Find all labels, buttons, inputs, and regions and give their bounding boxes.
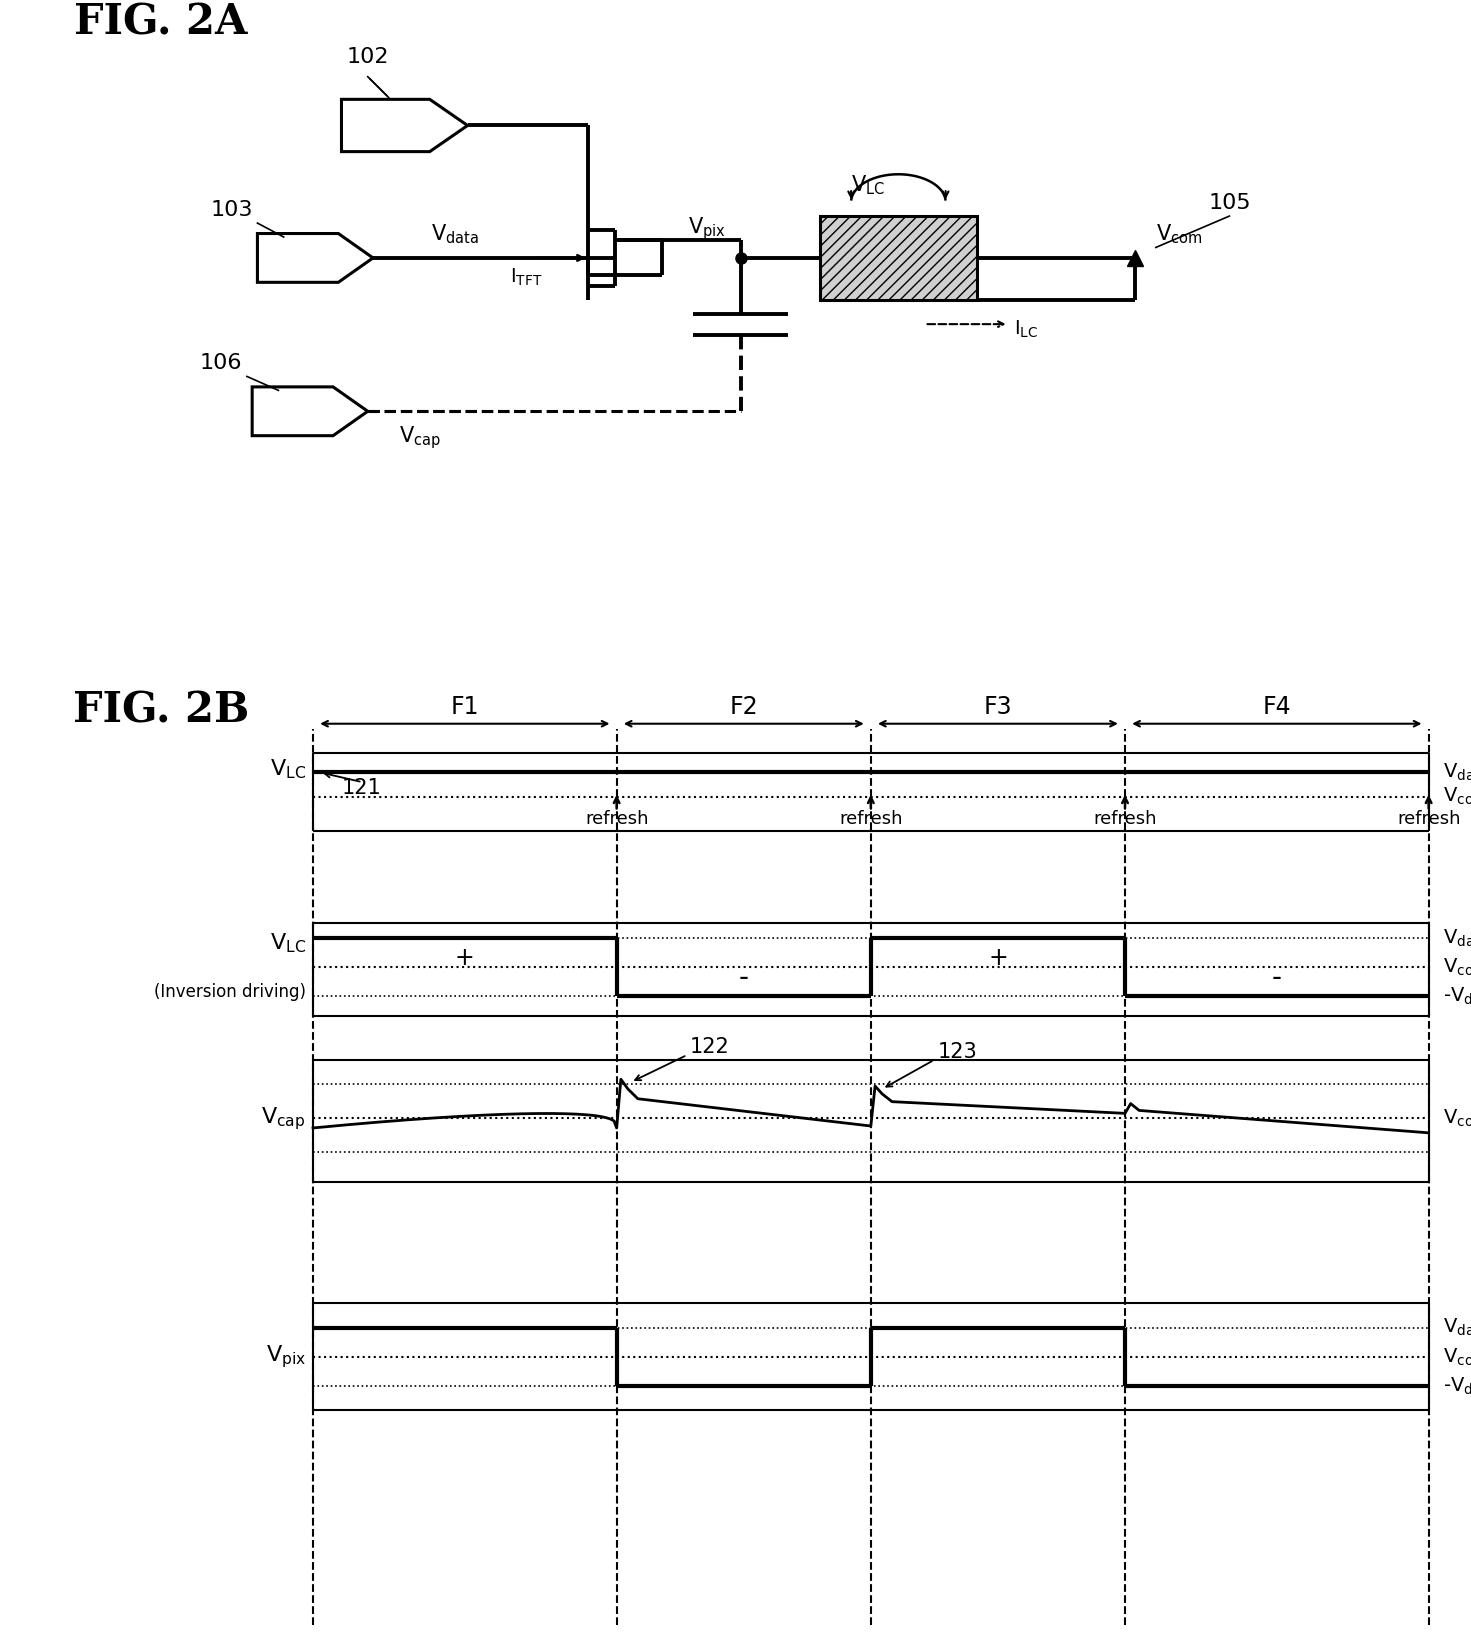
Text: 121: 121: [341, 778, 381, 797]
Text: V$_{\rm pix}$: V$_{\rm pix}$: [688, 215, 727, 243]
Text: V$_{\rm com}$: V$_{\rm com}$: [1443, 956, 1471, 977]
Text: (Inversion driving): (Inversion driving): [154, 982, 306, 1001]
Text: 103: 103: [210, 200, 253, 220]
Text: V$_{\rm com}$: V$_{\rm com}$: [1443, 1108, 1471, 1129]
Text: refresh: refresh: [838, 811, 903, 827]
Text: V$_{\rm LC}$: V$_{\rm LC}$: [269, 931, 306, 954]
Text: V$_{\rm LC}$: V$_{\rm LC}$: [269, 758, 306, 781]
Text: V$_{\rm cap}$: V$_{\rm cap}$: [262, 1105, 306, 1131]
Text: V$_{\rm LC}$: V$_{\rm LC}$: [852, 173, 886, 198]
Text: +: +: [989, 946, 1008, 969]
Text: FIG. 2B: FIG. 2B: [74, 690, 249, 731]
Bar: [819, 216, 977, 300]
Text: F2: F2: [730, 695, 758, 718]
Text: 123: 123: [937, 1042, 977, 1062]
Text: refresh: refresh: [1397, 811, 1461, 827]
Text: V$_{\rm data}$: V$_{\rm data}$: [1443, 1317, 1471, 1339]
Text: F1: F1: [450, 695, 480, 718]
Text: -V$_{\rm data}$: -V$_{\rm data}$: [1443, 986, 1471, 1007]
Text: V$_{\rm data}$: V$_{\rm data}$: [431, 223, 480, 246]
Text: I$_{\rm TFT}$: I$_{\rm TFT}$: [509, 266, 543, 287]
Text: V$_{\rm com}$: V$_{\rm com}$: [1443, 786, 1471, 807]
Text: FIG. 2A: FIG. 2A: [74, 2, 247, 45]
Text: V$_{\rm com}$: V$_{\rm com}$: [1156, 223, 1202, 246]
Text: F3: F3: [984, 695, 1012, 718]
Text: V$_{\rm pix}$: V$_{\rm pix}$: [266, 1344, 306, 1370]
Text: -: -: [1272, 964, 1281, 992]
Text: +: +: [455, 946, 475, 969]
Text: I$_{\rm LC}$: I$_{\rm LC}$: [1014, 319, 1039, 340]
Text: V$_{\rm cap}$: V$_{\rm cap}$: [399, 424, 441, 451]
Text: 122: 122: [690, 1037, 730, 1057]
Text: -V$_{\rm data}$: -V$_{\rm data}$: [1443, 1375, 1471, 1397]
Text: 106: 106: [200, 353, 243, 373]
Text: F4: F4: [1262, 695, 1292, 718]
Text: V$_{\rm data}$: V$_{\rm data}$: [1443, 928, 1471, 949]
Text: V$_{\rm com}$: V$_{\rm com}$: [1443, 1346, 1471, 1367]
Text: V$_{\rm data}$: V$_{\rm data}$: [1443, 761, 1471, 783]
Text: -: -: [738, 964, 749, 992]
Text: refresh: refresh: [585, 811, 649, 827]
Text: refresh: refresh: [1093, 811, 1156, 827]
Text: 105: 105: [1208, 193, 1250, 213]
Text: 102: 102: [347, 46, 390, 66]
